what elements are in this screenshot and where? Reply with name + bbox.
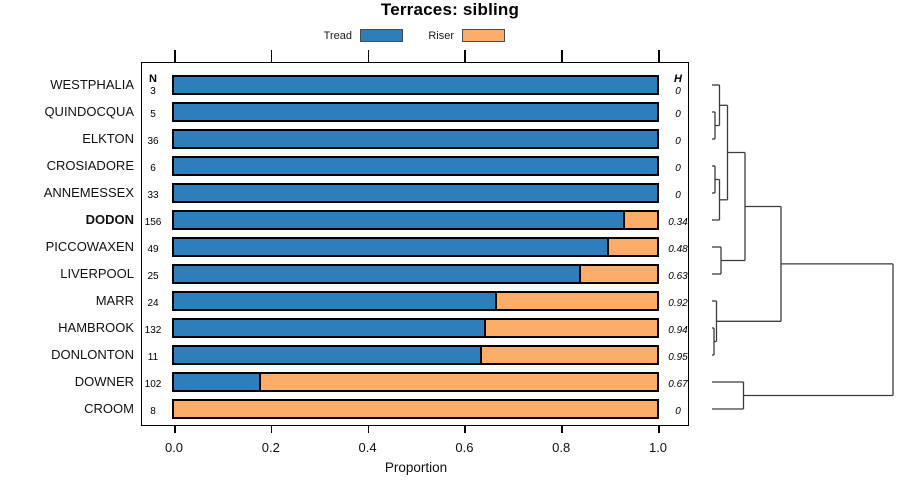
- x-tick-bottom: [174, 426, 176, 433]
- n-value: 36: [147, 135, 159, 147]
- h-value: 0.67: [668, 378, 688, 390]
- n-value: 132: [144, 324, 162, 336]
- n-value: 5: [150, 108, 156, 120]
- bar-segment-tread: [174, 131, 657, 147]
- row-label: DOWNER: [74, 374, 134, 389]
- legend-label-tread: Tread: [323, 30, 352, 42]
- h-value: 0.34: [668, 216, 688, 228]
- row-label: QUINDOCQUA: [44, 104, 134, 119]
- bar-hambrook: [172, 318, 659, 338]
- bar-segment-tread: [174, 185, 657, 201]
- n-value: 156: [144, 216, 162, 228]
- n-value: 8: [150, 405, 156, 417]
- h-column-header: H: [674, 73, 682, 85]
- chart-title: Terraces: sibling: [380, 0, 520, 19]
- bar-elkton: [172, 129, 659, 149]
- bar-croom: [172, 399, 659, 419]
- row-label: WESTPHALIA: [50, 77, 134, 92]
- x-tick-label: 0.4: [358, 440, 377, 455]
- x-tick-bottom: [464, 426, 466, 433]
- n-value: 33: [147, 189, 159, 201]
- bar-marr: [172, 291, 659, 311]
- bar-segment-tread: [174, 374, 261, 390]
- row-label: CROSIADORE: [46, 158, 134, 173]
- row-label: HAMBROOK: [58, 320, 134, 335]
- legend-swatch-riser: [462, 29, 505, 42]
- h-value: 0: [675, 405, 681, 417]
- h-value: 0.48: [668, 243, 688, 255]
- bar-segment-tread: [174, 266, 581, 282]
- bar-donlonton: [172, 345, 659, 365]
- row-label: PICCOWAXEN: [45, 239, 134, 254]
- h-value: 0: [675, 135, 681, 147]
- bar-segment-tread: [174, 293, 497, 309]
- x-tick-label: 0.8: [552, 440, 571, 455]
- row-label: DODON: [85, 212, 134, 227]
- bar-quindocqua: [172, 102, 659, 122]
- h-value: 0: [675, 162, 681, 174]
- legend-label-riser: Riser: [428, 30, 454, 42]
- x-axis-title: Proportion: [384, 460, 448, 475]
- bar-piccowaxen: [172, 237, 659, 257]
- n-value: 6: [150, 162, 156, 174]
- bar-dodon: [172, 210, 659, 230]
- bar-crosiadore: [172, 156, 659, 176]
- row-label: CROOM: [84, 401, 134, 416]
- x-tick-top: [174, 50, 176, 62]
- x-tick-bottom: [658, 426, 660, 433]
- h-value: 0.63: [668, 270, 688, 282]
- n-column-header: N: [149, 73, 157, 85]
- plot-frame: [141, 62, 689, 426]
- bar-annemessex: [172, 183, 659, 203]
- bar-downer: [172, 372, 659, 392]
- h-value: 0.95: [668, 351, 688, 363]
- x-tick-top: [658, 50, 660, 62]
- x-tick-top: [367, 50, 370, 62]
- x-tick-top: [270, 50, 273, 62]
- bar-westphalia: [172, 75, 659, 95]
- row-label: MARR: [95, 293, 134, 308]
- bar-segment-tread: [174, 320, 486, 336]
- bar-segment-tread: [174, 77, 657, 93]
- x-tick-bottom: [367, 426, 370, 433]
- n-value: 11: [147, 351, 159, 363]
- bar-segment-tread: [174, 104, 657, 120]
- x-tick-label: 0.6: [455, 440, 474, 455]
- bar-segment-tread: [174, 347, 482, 363]
- h-value: 0: [675, 189, 681, 201]
- bar-liverpool: [172, 264, 659, 284]
- row-label: ELKTON: [82, 131, 134, 146]
- n-value: 24: [147, 297, 159, 309]
- h-value: 0.92: [668, 297, 688, 309]
- x-tick-label: 1.0: [648, 440, 668, 455]
- row-label: ANNEMESSEX: [43, 185, 134, 200]
- n-value: 49: [147, 243, 159, 255]
- h-value: 0.94: [668, 324, 688, 336]
- x-tick-label: 0.0: [164, 440, 184, 455]
- h-value: 0: [675, 108, 681, 120]
- x-tick-top: [561, 50, 563, 62]
- x-tick-bottom: [270, 426, 273, 433]
- h-value: 0: [675, 85, 681, 97]
- bar-segment-tread: [174, 239, 609, 255]
- x-tick-label: 0.2: [261, 440, 280, 455]
- row-label: LIVERPOOL: [60, 266, 134, 281]
- n-value: 102: [144, 378, 162, 390]
- row-label: DONLONTON: [51, 347, 134, 362]
- n-value: 25: [147, 270, 159, 282]
- n-value: 3: [150, 85, 156, 97]
- x-tick-top: [464, 50, 466, 62]
- x-tick-bottom: [561, 426, 563, 433]
- bar-segment-tread: [174, 158, 657, 174]
- bar-segment-tread: [174, 212, 625, 228]
- legend-swatch-tread: [360, 29, 403, 42]
